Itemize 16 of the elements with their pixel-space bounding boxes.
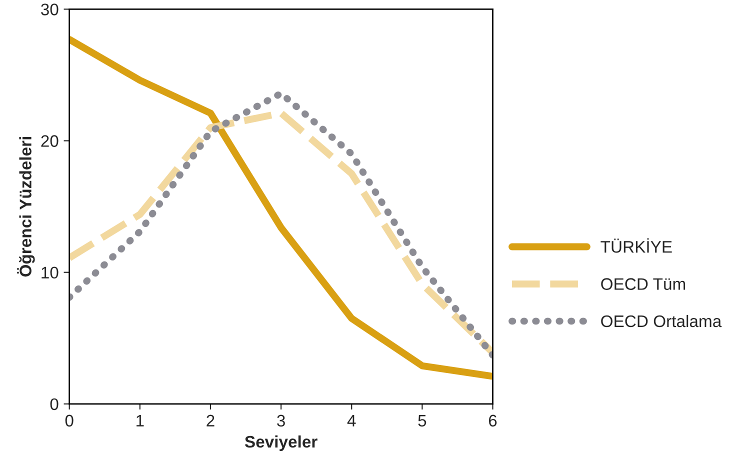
x-axis-title: Seviyeler [244, 435, 318, 451]
x-tick-label: 5 [418, 414, 426, 427]
x-tick-label: 1 [136, 414, 144, 426]
y-axis-title: Öğrenci Yüzdeleri [17, 137, 35, 277]
y-tick-label: 10 [42, 266, 58, 279]
x-tick-label: 3 [277, 414, 285, 427]
legend-label: OECD Ortalama [601, 314, 722, 328]
x-tick-label: 2 [206, 414, 214, 426]
y-tick-label: 30 [41, 4, 58, 16]
legend-label: OECD Tüm [601, 278, 686, 290]
y-tick-label: 0 [50, 398, 58, 410]
x-tick-label: 0 [65, 414, 74, 427]
x-tick-label: 6 [488, 414, 497, 427]
x-tick-label: 4 [347, 414, 356, 426]
y-tick-label: 20 [41, 135, 58, 147]
legend-label: TÜRKİYE [600, 238, 672, 253]
